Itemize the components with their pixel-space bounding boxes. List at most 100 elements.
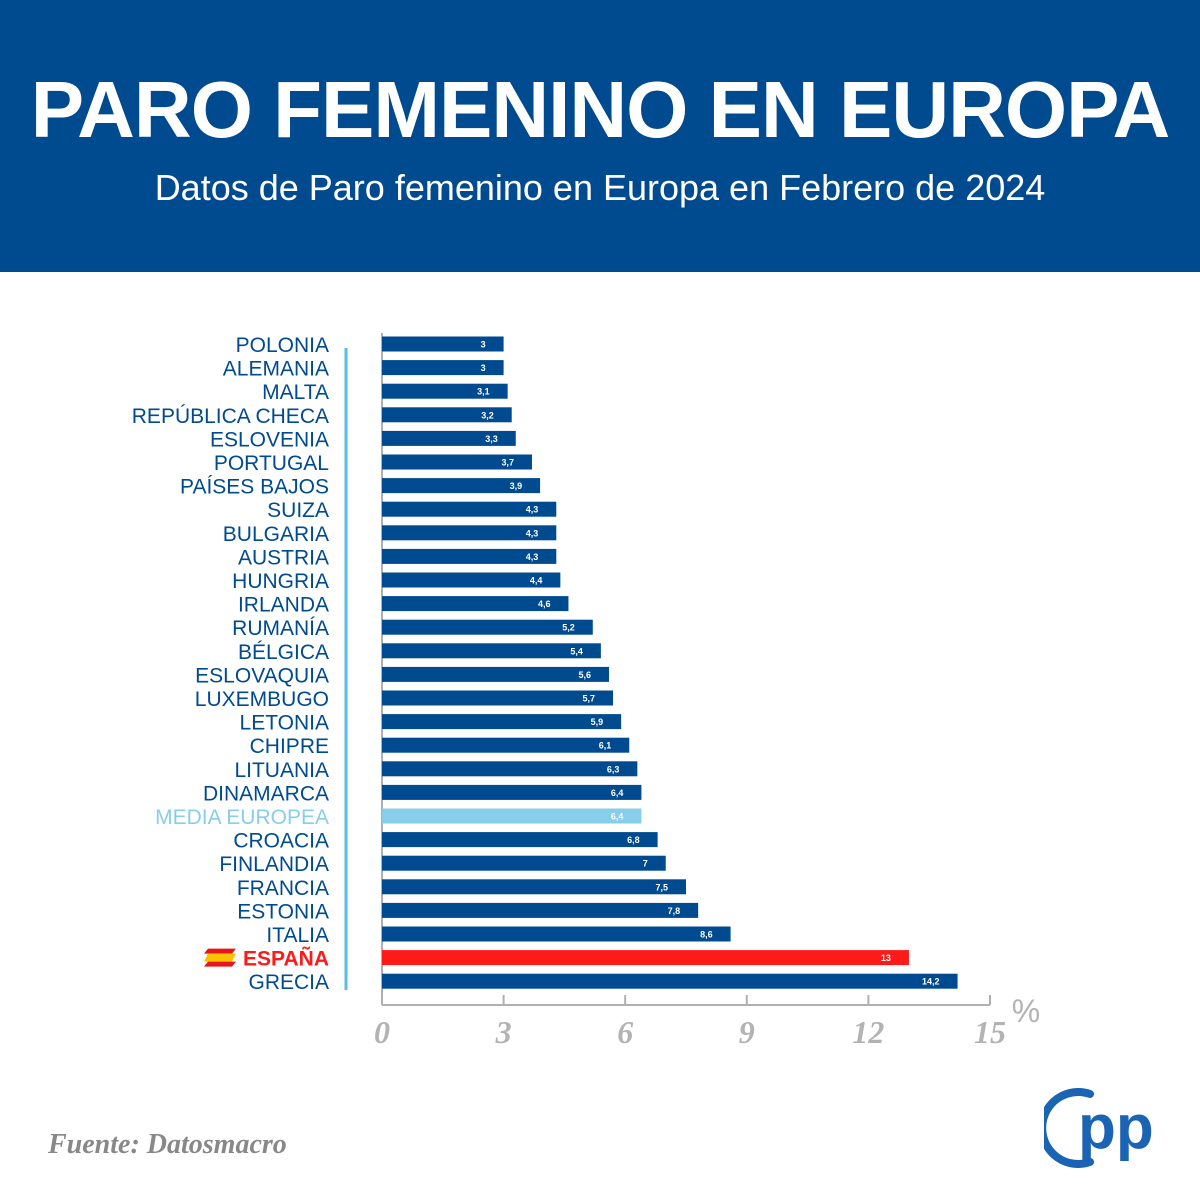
category-label: ITALIA xyxy=(266,924,329,947)
bar-value-label: 3,7 xyxy=(501,458,514,468)
bar xyxy=(382,407,512,423)
category-label: POLONIA xyxy=(236,334,329,357)
category-label: CHIPRE xyxy=(250,735,329,758)
bar xyxy=(382,879,686,895)
bar-value-label: 6,4 xyxy=(611,788,624,798)
bar-value-label: 6,8 xyxy=(627,835,640,845)
bar-value-label: 5,9 xyxy=(591,717,604,727)
category-label: ESLOVENIA xyxy=(210,428,329,451)
page-title: PARO FEMENINO EN EUROPA xyxy=(30,65,1171,154)
category-label: LITUANIA xyxy=(234,759,329,782)
category-label: GRECIA xyxy=(248,971,329,994)
x-tick-label: 12 xyxy=(852,1014,884,1050)
bar xyxy=(382,643,601,659)
bar-value-label: 6,3 xyxy=(607,764,620,774)
category-label: SUIZA xyxy=(267,499,329,522)
source-note: Fuente: Datosmacro xyxy=(48,1129,287,1160)
bar xyxy=(382,525,557,541)
category-label: IRLANDA xyxy=(238,594,329,617)
x-tick-label: 15 xyxy=(974,1014,1006,1050)
category-label: BÉLGICA xyxy=(238,641,329,664)
bar-value-label: 4,6 xyxy=(538,599,551,609)
x-axis-unit-label: % xyxy=(1012,993,1040,1029)
category-label: MEDIA EUROPEA xyxy=(155,806,329,829)
bar xyxy=(382,761,638,777)
bar-value-label: 4,3 xyxy=(526,505,539,515)
bar-value-label: 13 xyxy=(881,953,891,963)
bar xyxy=(382,383,508,399)
category-label: FINLANDIA xyxy=(219,853,329,876)
bar-value-label: 3 xyxy=(481,363,486,373)
bar xyxy=(382,548,557,564)
flag-stripe xyxy=(204,961,236,967)
x-tick-label: 0 xyxy=(374,1014,390,1050)
page-subtitle: Datos de Paro femenino en Europa en Febr… xyxy=(154,167,1046,208)
bar xyxy=(382,360,504,376)
category-label: ALEMANIA xyxy=(223,358,329,381)
category-label: ESTONIA xyxy=(237,900,329,923)
pp-logo-icon: pp xyxy=(1044,1088,1154,1168)
bar xyxy=(382,572,561,588)
x-tick-label: 3 xyxy=(495,1014,512,1050)
pp-logo-text: pp xyxy=(1078,1093,1154,1162)
bar-value-label: 5,2 xyxy=(562,623,575,633)
category-label: PAÍSES BAJOS xyxy=(180,476,329,499)
bar xyxy=(382,902,699,918)
bar-value-label: 5,6 xyxy=(578,670,591,680)
category-label: ESPAÑA xyxy=(243,948,329,971)
bar xyxy=(382,666,609,682)
bar xyxy=(382,926,731,942)
bar-value-label: 6,4 xyxy=(611,812,624,822)
category-label: MALTA xyxy=(262,381,329,404)
bar-value-label: 7,8 xyxy=(668,906,681,916)
bar-value-label: 3,9 xyxy=(510,481,523,491)
bar xyxy=(382,855,666,871)
category-label: REPÚBLICA CHECA xyxy=(132,405,329,428)
bar-value-label: 7,5 xyxy=(655,882,668,892)
x-tick-label: 6 xyxy=(617,1014,633,1050)
bar xyxy=(382,808,642,824)
category-label: BULGARIA xyxy=(223,523,329,546)
category-label: CROACIA xyxy=(233,830,329,853)
bar xyxy=(382,973,958,989)
bar-value-label: 5,7 xyxy=(583,694,596,704)
bar xyxy=(382,832,658,848)
category-label: LUXEMBUGO xyxy=(195,688,329,711)
bar-value-label: 7 xyxy=(643,859,648,869)
header-banner: PARO FEMENINO EN EUROPA Datos de Paro fe… xyxy=(0,0,1200,272)
bar xyxy=(382,619,593,635)
bar xyxy=(382,950,909,966)
bar-value-label: 3,1 xyxy=(477,387,490,397)
bar-value-label: 5,4 xyxy=(570,646,583,656)
category-label: AUSTRIA xyxy=(238,546,329,569)
bar-value-label: 4,3 xyxy=(526,528,539,538)
category-label: ESLOVAQUIA xyxy=(195,664,329,687)
category-label: PORTUGAL xyxy=(214,452,329,475)
flag-stripe xyxy=(204,953,236,962)
category-label: DINAMARCA xyxy=(203,782,329,805)
spain-flag-icon xyxy=(204,948,236,967)
bar xyxy=(382,690,614,706)
bar xyxy=(382,596,569,612)
bar xyxy=(382,336,504,352)
bar-value-label: 6,1 xyxy=(599,741,612,751)
category-label: HUNGRIA xyxy=(232,570,329,593)
bar xyxy=(382,737,630,753)
bar-value-label: 3,2 xyxy=(481,410,494,420)
category-label: LETONIA xyxy=(240,712,329,735)
category-label: RUMANÍA xyxy=(232,617,329,640)
bar xyxy=(382,784,642,800)
bar xyxy=(382,714,622,730)
bar xyxy=(382,501,557,517)
bar-value-label: 8,6 xyxy=(700,930,713,940)
flag-stripe xyxy=(204,948,236,954)
bar xyxy=(382,430,516,446)
bar-value-label: 4,4 xyxy=(530,576,543,586)
bar-value-label: 3 xyxy=(481,340,486,350)
x-tick-label: 9 xyxy=(739,1014,755,1050)
bar-value-label: 3,3 xyxy=(485,434,498,444)
bar-value-label: 14,2 xyxy=(922,977,940,987)
bar-value-label: 4,3 xyxy=(526,552,539,562)
bar xyxy=(382,478,541,494)
